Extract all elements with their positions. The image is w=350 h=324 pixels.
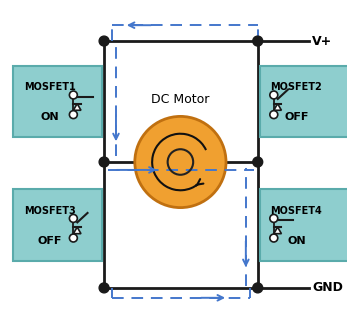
Circle shape bbox=[99, 36, 109, 46]
Polygon shape bbox=[74, 104, 81, 110]
Circle shape bbox=[69, 111, 77, 119]
Circle shape bbox=[270, 111, 278, 119]
Text: DC Motor: DC Motor bbox=[151, 94, 210, 107]
Circle shape bbox=[270, 234, 278, 242]
Circle shape bbox=[99, 283, 109, 293]
Circle shape bbox=[270, 91, 278, 99]
Text: MOSFET3: MOSFET3 bbox=[24, 206, 76, 216]
Bar bbox=[260, 189, 349, 260]
Text: ON: ON bbox=[287, 236, 306, 246]
Text: OFF: OFF bbox=[37, 236, 62, 246]
Circle shape bbox=[69, 214, 77, 222]
Text: OFF: OFF bbox=[284, 112, 309, 122]
Bar bbox=[260, 66, 349, 137]
Text: V+: V+ bbox=[312, 35, 332, 48]
Circle shape bbox=[253, 283, 263, 293]
Bar bbox=[13, 66, 102, 137]
Circle shape bbox=[69, 234, 77, 242]
Polygon shape bbox=[274, 104, 281, 110]
Circle shape bbox=[270, 214, 278, 222]
Circle shape bbox=[99, 157, 109, 167]
Bar bbox=[13, 189, 102, 260]
Circle shape bbox=[69, 91, 77, 99]
Text: GND: GND bbox=[312, 281, 343, 295]
Text: MOSFET1: MOSFET1 bbox=[24, 82, 76, 92]
Circle shape bbox=[253, 157, 263, 167]
Polygon shape bbox=[274, 227, 281, 234]
Circle shape bbox=[253, 36, 263, 46]
Circle shape bbox=[135, 116, 226, 208]
Text: MOSFET4: MOSFET4 bbox=[271, 206, 322, 216]
Text: ON: ON bbox=[40, 112, 59, 122]
Text: MOSFET2: MOSFET2 bbox=[271, 82, 322, 92]
Polygon shape bbox=[74, 227, 81, 234]
